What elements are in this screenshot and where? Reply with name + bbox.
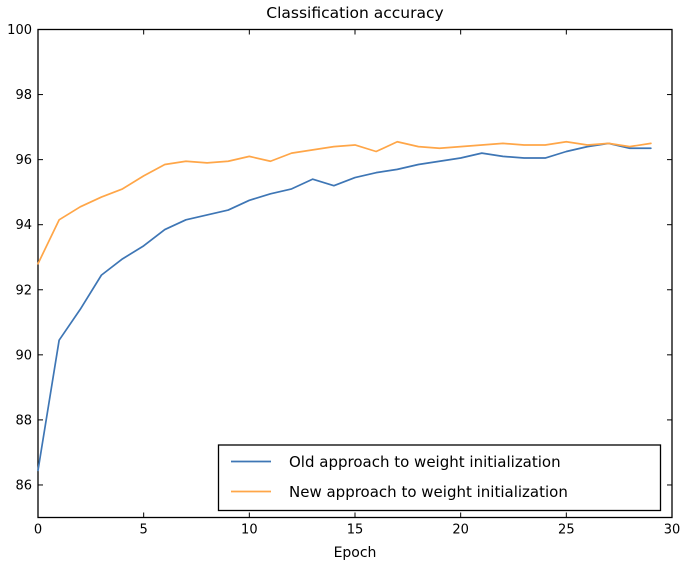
x-tick-label: 30	[664, 523, 681, 538]
chart-title: Classification accuracy	[266, 4, 443, 22]
axis-ticks	[37, 29, 673, 518]
x-tick-label: 25	[558, 523, 575, 538]
y-tick-label: 90	[15, 348, 32, 363]
x-tick-label: 10	[241, 523, 258, 538]
legend-label-new-approach: New approach to weight initialization	[289, 483, 568, 501]
y-tick-label: 94	[15, 218, 32, 233]
series-line-1	[37, 140, 652, 265]
legend-label-old-approach: Old approach to weight initialization	[289, 453, 561, 471]
axis-tick-labels: 0 5 10 15 20 25 30 86 88 90 92 94 96 98 100	[7, 23, 680, 538]
x-tick-label: 0	[34, 523, 42, 538]
y-tick-label: 86	[15, 478, 32, 493]
y-tick-label: 92	[15, 283, 32, 298]
y-tick-label: 88	[15, 413, 32, 428]
data-series	[37, 140, 652, 472]
legend: Old approach to weight initialization Ne…	[217, 444, 662, 512]
x-tick-label: 20	[452, 523, 469, 538]
y-tick-label: 100	[7, 23, 32, 38]
x-tick-label: 15	[347, 523, 364, 538]
axes-frame	[37, 28, 673, 519]
y-tick-label: 96	[15, 153, 32, 168]
x-axis-title: Epoch	[334, 545, 377, 561]
x-tick-label: 5	[140, 523, 148, 538]
series-line-0	[37, 142, 652, 472]
y-tick-label: 98	[15, 88, 32, 103]
legend-box	[217, 444, 662, 512]
